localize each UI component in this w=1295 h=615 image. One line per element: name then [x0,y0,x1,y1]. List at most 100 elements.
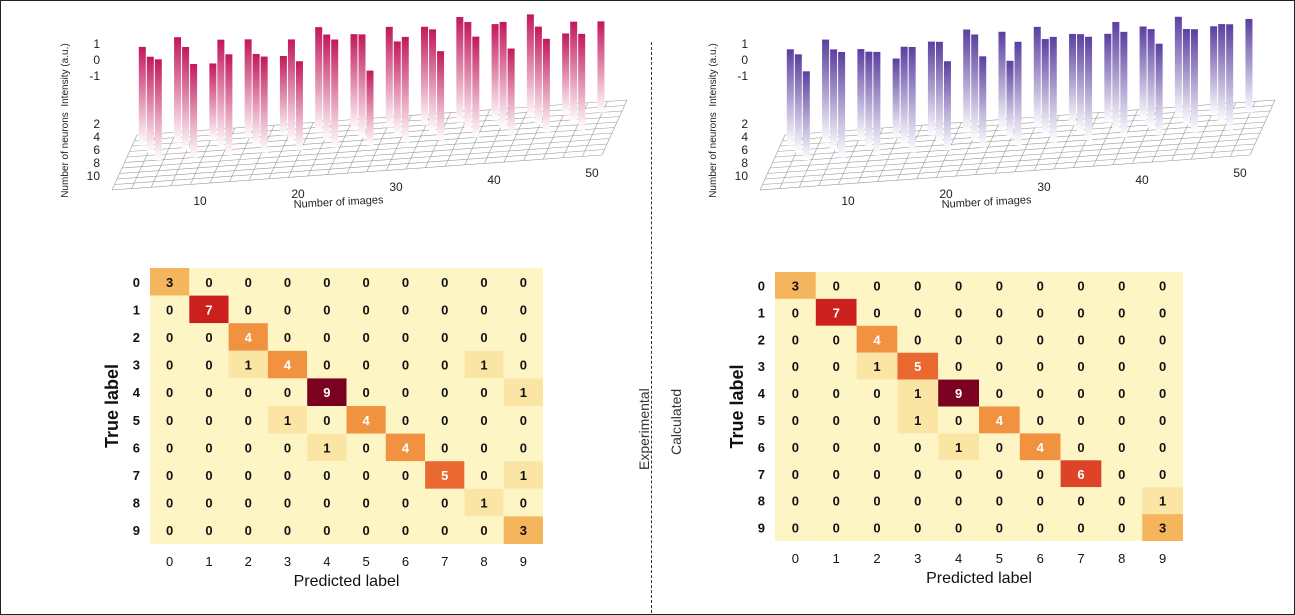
bar [1041,39,1049,136]
cm-cell [267,350,308,379]
bar [935,41,943,143]
cm-cell [464,516,504,544]
cm-value: 0 [996,494,1003,509]
y-tick-label: 8 [93,156,100,170]
cm-value: 3 [1159,521,1166,536]
cm-cell [1019,487,1061,515]
cm-value: 0 [833,494,840,509]
cm-cell [464,295,504,324]
cm-cell [503,323,543,351]
cm-value: 0 [323,330,330,345]
x-tick-label: 10 [841,194,855,208]
cm-cell [189,516,229,544]
cm-value: 0 [792,305,799,320]
cm-value: 0 [323,468,330,483]
cm-cell [815,379,857,407]
y-tick-label: 4 [741,130,748,144]
cm-value: 0 [205,440,212,455]
cm-value: 0 [363,275,370,290]
cm-value: 0 [205,275,212,290]
cm-value: 0 [284,468,291,483]
cm-value: 0 [996,305,1003,320]
grid-line [111,134,138,191]
cm-cell [1142,406,1183,434]
cm-value: 0 [166,330,173,345]
cm-cell [979,298,1020,326]
cm-cell [1142,514,1183,541]
cm-cell [938,460,979,488]
cm-value: 0 [284,275,291,290]
cm-value: 0 [205,385,212,400]
cm-cell [856,325,898,353]
grid-line [1073,112,1099,168]
cm-value: 9 [323,385,330,400]
cm-value: 0 [1077,305,1084,320]
cm-x-tick: 5 [996,551,1003,566]
cm-value: 0 [520,302,527,317]
cm-value: 0 [1037,386,1044,401]
grid-line [114,149,605,185]
cm-cell [938,272,979,299]
cm-value: 0 [996,332,1003,347]
cm-value: 0 [1118,332,1125,347]
cm-cell [150,323,190,351]
cm-cell [938,514,979,541]
bar [182,46,190,151]
y-tick-label: 10 [735,169,749,183]
cm-value: 0 [914,440,921,455]
y-tick-label: 6 [741,143,748,157]
cm-value: 0 [245,302,252,317]
bar [507,48,515,135]
x-tick-label: 50 [585,166,599,180]
cm-y-tick: 2 [758,332,765,347]
cm-value: 4 [996,413,1004,428]
cm-cell [775,325,816,353]
cm-cell [897,272,939,299]
cm-value: 0 [441,302,448,317]
cm-value: 0 [363,330,370,345]
cm-value: 0 [245,523,252,538]
cm-cell [189,461,229,489]
cm-cell [1101,433,1143,461]
bar [1182,28,1190,125]
cm-value: 0 [1077,332,1084,347]
cm-value: 0 [1118,305,1125,320]
cm-cell [1019,298,1061,326]
cm-value: 0 [833,278,840,293]
cm-x-tick: 8 [480,554,487,569]
bar [1112,22,1120,131]
cm-cell [150,295,190,324]
cm-cell [856,514,898,541]
cm-value: 0 [323,413,330,428]
cm-cell [385,516,426,544]
cm-value: 0 [873,440,880,455]
cm-value: 0 [792,386,799,401]
cm-cell [503,433,543,462]
cm-cell [897,460,939,488]
cm-cell [775,460,816,488]
cm-value: 0 [284,440,291,455]
cm-cell [150,516,190,544]
bar [786,49,794,146]
x-tick-label: 20 [291,187,305,201]
calculated-label: Calculated [668,388,684,455]
z-axis-label: Intensity (a.u.) [60,43,71,106]
grid-line [769,132,1261,169]
bar [146,56,154,153]
cm-value: 0 [205,358,212,373]
cm-cell [267,461,308,489]
cm-cell [938,325,979,353]
cm-x-tick: 4 [323,554,330,569]
cm-x-tick: 0 [792,551,799,566]
cm-cell [307,516,347,544]
bar [401,36,409,143]
cm-value: 0 [873,467,880,482]
bar [1033,26,1041,128]
bar [1085,36,1093,140]
grid-line [798,132,825,188]
cm-value: 0 [1037,521,1044,536]
grid-line [975,119,1001,175]
bar [857,49,865,141]
cm-cell [1142,487,1183,515]
